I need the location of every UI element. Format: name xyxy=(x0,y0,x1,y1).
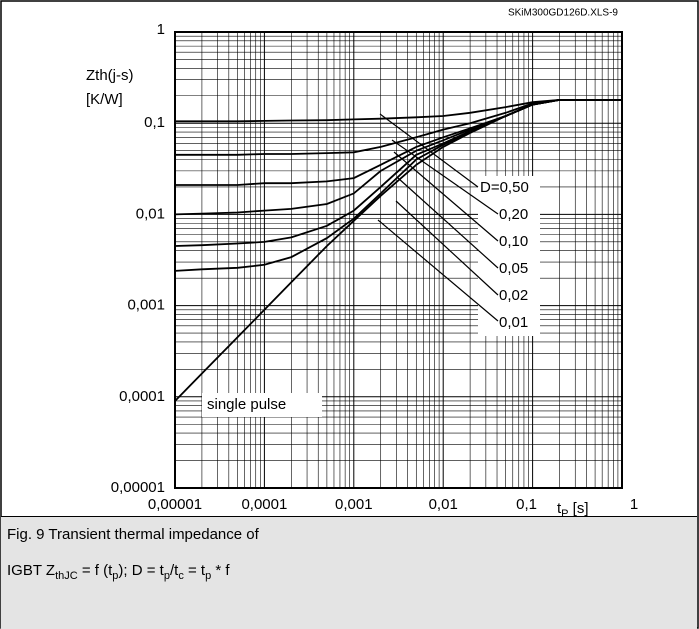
x-axis-label: t xyxy=(557,500,562,517)
caption-text: p xyxy=(163,570,170,582)
legend-label: D=0,50 xyxy=(480,179,529,196)
caption-text: thJC xyxy=(55,570,78,582)
plot-frame xyxy=(174,31,623,489)
leader-line xyxy=(379,113,479,188)
legend-label: 0,10 xyxy=(499,233,528,250)
y-axis-label: Zth(j-s) xyxy=(86,67,134,84)
x-tick-label: 0,0001 xyxy=(241,496,287,513)
label-box xyxy=(202,393,322,417)
caption: Fig. 9 Transient thermal impedance of IG… xyxy=(1,516,697,629)
x-axis-label: tP [s] xyxy=(557,500,589,520)
leader-line xyxy=(393,151,499,242)
legend-label: single pulse xyxy=(207,396,286,413)
y-axis-label: [K/W] xyxy=(86,91,123,108)
x-axis-label: [s] xyxy=(569,500,589,517)
y-tick-label: 0,1 xyxy=(144,114,165,131)
x-axis-label: P xyxy=(561,508,568,520)
caption-text: * f xyxy=(211,562,230,579)
caption-text: p xyxy=(112,570,119,582)
caption-text: = t xyxy=(183,562,206,579)
x-tick-label: 0,01 xyxy=(429,496,458,513)
x-tick-label: 1 xyxy=(630,496,638,513)
caption-line: Fig. 9 Transient thermal impedance of xyxy=(7,526,259,543)
legend-label: 0,01 xyxy=(499,314,528,331)
leader-line xyxy=(397,177,499,269)
x-tick-label: 0,001 xyxy=(335,496,373,513)
y-tick-label: 0,00001 xyxy=(111,479,165,496)
series-line xyxy=(174,99,622,402)
caption-text: p xyxy=(205,570,212,582)
y-tick-label: 0,0001 xyxy=(119,388,165,405)
caption-text: = f (t xyxy=(77,562,113,579)
y-tick-label: 1 xyxy=(157,21,165,38)
legend-label: 0,20 xyxy=(499,206,528,223)
y-tick-label: 0,001 xyxy=(127,297,165,314)
source-label: SKiM300GD126D.XLS-9 xyxy=(508,8,618,19)
caption-text: c xyxy=(178,570,184,582)
x-tick-label: 0,1 xyxy=(516,496,537,513)
leader-line xyxy=(395,200,499,296)
y-tick-label: 0,01 xyxy=(136,205,165,222)
label-box xyxy=(478,176,540,336)
caption-line: IGBT ZthJC = f (tp); D = tp/tc = tp * f xyxy=(7,562,230,582)
legend-label: 0,02 xyxy=(499,287,528,304)
caption-text: ); D = t xyxy=(118,562,164,579)
caption-text: IGBT Z xyxy=(7,562,56,579)
x-tick-label: 0,00001 xyxy=(148,496,202,513)
leader-line xyxy=(391,139,499,215)
legend-label: 0,05 xyxy=(499,260,528,277)
caption-text: /t xyxy=(169,562,179,579)
leader-line xyxy=(377,219,499,322)
